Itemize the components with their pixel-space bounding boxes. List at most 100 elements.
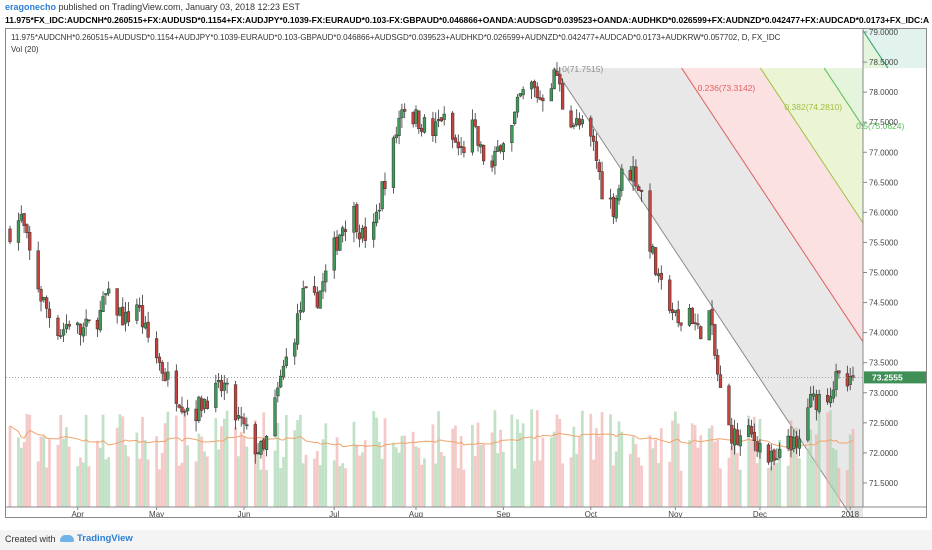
candle-body: [555, 70, 559, 76]
volume-bar: [19, 447, 23, 507]
volume-bar: [107, 457, 111, 507]
volume-bar: [580, 410, 584, 507]
volume-bar: [67, 446, 71, 507]
candle-body: [295, 313, 300, 345]
volume-bar: [829, 410, 832, 507]
volume-bar: [372, 410, 376, 507]
volume-bar: [138, 458, 142, 507]
candle-body: [400, 109, 404, 119]
candle-body: [817, 394, 821, 412]
tradingview-logo[interactable]: TradingView: [60, 533, 133, 544]
created-with-text: Created with: [5, 534, 56, 544]
candle-body: [769, 451, 773, 462]
volume-bar: [747, 415, 751, 507]
candle-body: [357, 232, 362, 240]
fib-level-label: 0.236(73.3142): [698, 83, 756, 93]
volume-bar: [115, 427, 119, 507]
volume-bar: [688, 440, 691, 507]
volume-bar: [186, 445, 190, 507]
candle-body: [789, 436, 793, 451]
volume-bar: [45, 467, 49, 507]
volume-bar: [716, 439, 720, 507]
time-tick-label: May: [149, 510, 164, 518]
candle-body: [690, 307, 694, 325]
price-tick-label: 71.5000: [869, 479, 898, 488]
volume-bar: [225, 410, 229, 507]
volume-ma: [9, 425, 854, 449]
volume-bar: [473, 455, 477, 507]
author-name[interactable]: eragonecho: [5, 2, 57, 12]
volume-bar: [242, 436, 246, 507]
candle-body: [597, 162, 601, 172]
candle-body: [696, 323, 700, 326]
candle-body: [580, 119, 584, 125]
volume-bar: [671, 420, 674, 507]
volume-bar: [549, 437, 553, 507]
candle-body: [335, 236, 339, 251]
candle-body: [639, 189, 644, 192]
volume-bar: [733, 443, 736, 507]
volume-bar: [39, 436, 43, 507]
volume-bar: [200, 436, 204, 507]
candle-body: [572, 125, 576, 127]
volume-bar: [809, 429, 813, 507]
volume-bar: [377, 442, 381, 507]
chart-pane[interactable]: 0(71.7515) 0.236(73.3142) 0.382(74.2810) 0.…: [5, 28, 927, 518]
volume-bar: [535, 410, 539, 507]
volume-bar: [214, 418, 218, 507]
candle-body: [786, 435, 790, 449]
candle-body: [76, 322, 80, 326]
candle-body: [39, 288, 43, 302]
candle-body: [710, 308, 714, 326]
volume-bar: [442, 456, 446, 507]
volume-bar: [541, 437, 545, 507]
volume-bar: [236, 456, 240, 507]
fib-level-label: 0.382(74.2810): [784, 102, 842, 112]
volume-bar: [81, 462, 85, 507]
candle-body: [104, 293, 108, 296]
tradingview-brand: TradingView: [77, 533, 133, 544]
candle-body: [383, 181, 387, 189]
candle-body: [301, 288, 305, 312]
volume-bar: [118, 414, 122, 507]
volume-bar: [699, 435, 703, 507]
candle-body: [673, 310, 678, 313]
author-line: eragonecho published on TradingView.com,…: [5, 2, 300, 12]
volume-bar: [160, 452, 164, 507]
candle-body: [321, 281, 325, 292]
volume-bar: [352, 421, 356, 507]
volume-bar: [750, 439, 753, 507]
volume-bar: [713, 441, 717, 507]
volume-bar: [758, 419, 762, 507]
volume-bar: [778, 439, 782, 507]
candle-body: [479, 144, 483, 148]
candles: [8, 62, 855, 471]
candle-body: [521, 89, 525, 96]
volume-bar: [417, 447, 421, 507]
candle-body: [656, 273, 661, 276]
volume-bar: [845, 470, 849, 507]
volume-bar: [76, 466, 80, 507]
price-chart[interactable]: 0(71.7515) 0.236(73.3142) 0.382(74.2810) 0.…: [6, 29, 927, 518]
price-tick-label: 75.0000: [869, 269, 898, 278]
candle-body: [809, 394, 813, 408]
candle-body: [202, 398, 207, 409]
candle-body: [637, 186, 641, 191]
candle-body: [59, 335, 63, 337]
candle-body: [185, 407, 190, 412]
candle-body: [575, 118, 579, 125]
volume-bar: [358, 455, 361, 507]
candle-body: [535, 86, 539, 98]
volume-bar: [434, 463, 438, 507]
candle-body: [608, 197, 613, 200]
candle-body: [668, 279, 672, 311]
volume-bar: [848, 434, 852, 507]
volume-bar: [640, 465, 643, 507]
volume-bar: [659, 428, 663, 507]
volume-bar: [239, 431, 243, 507]
candle-body: [318, 290, 322, 309]
volume-bar: [476, 422, 480, 507]
candle-body: [262, 439, 266, 449]
volume-bar: [614, 451, 618, 507]
volume-bar: [817, 411, 821, 507]
